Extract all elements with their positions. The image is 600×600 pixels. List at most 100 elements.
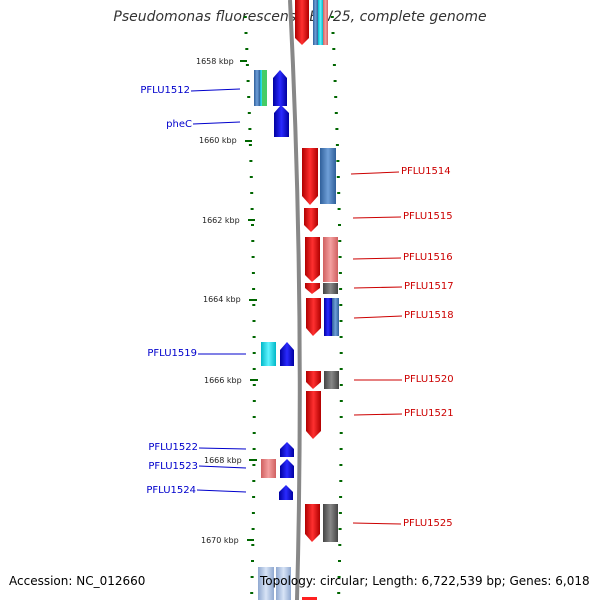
minor-tick (339, 448, 343, 450)
gene-label-PFLU1520[interactable]: PFLU1520 (404, 374, 454, 385)
gene-label-pheC[interactable]: pheC (166, 119, 192, 130)
gene-PFLU1524[interactable] (279, 485, 293, 500)
minor-tick (339, 400, 343, 402)
gene-label-PFLU1521[interactable]: PFLU1521 (404, 408, 454, 419)
leader-line (350, 171, 400, 175)
gene-PFLU1525[interactable] (305, 504, 338, 542)
gene-label-PFLU1514[interactable]: PFLU1514 (401, 166, 451, 177)
gene-label-PFLU1523[interactable]: PFLU1523 (148, 461, 198, 472)
right-tick-marks (330, 16, 343, 594)
gene-arrow (306, 391, 321, 439)
minor-tick (338, 256, 342, 258)
minor-tick (339, 496, 343, 498)
minor-tick (339, 304, 343, 306)
gene-arrow (306, 298, 321, 336)
minor-tick (252, 384, 256, 386)
minor-tick (251, 544, 255, 546)
gene-PFLU1517[interactable] (305, 283, 338, 294)
gene-PFLU1516[interactable] (305, 237, 338, 282)
minor-tick (252, 368, 256, 370)
minor-tick (337, 592, 341, 594)
minor-tick (336, 160, 340, 162)
minor-tick (339, 352, 343, 354)
gene-PFLU1522[interactable] (280, 442, 294, 457)
leader-line (352, 216, 402, 219)
axis-tick-1658: 1658 kbp (196, 57, 234, 66)
gene-block (254, 70, 260, 106)
leader-line (196, 489, 247, 493)
gene-arrow (280, 342, 294, 366)
leader-line (353, 286, 403, 289)
leader-line (198, 447, 247, 450)
minor-tick (339, 384, 343, 386)
gene-arrow (305, 504, 320, 542)
gene-label-PFLU1512[interactable]: PFLU1512 (140, 85, 190, 96)
gene-label-PFLU1519[interactable]: PFLU1519 (147, 348, 197, 359)
minor-tick (246, 80, 250, 82)
minor-tick (332, 48, 336, 50)
minor-tick (334, 112, 338, 114)
gene-block (323, 237, 338, 282)
minor-tick (251, 512, 255, 514)
gene-PFLU1519[interactable] (261, 342, 294, 366)
minor-tick (250, 576, 254, 578)
gene-PFLU1521[interactable] (306, 391, 321, 439)
minor-tick (338, 528, 342, 530)
minor-tick (251, 528, 255, 530)
topology-text: Topology: circular; Length: 6,722,539 bp… (260, 574, 590, 588)
minor-tick (252, 416, 256, 418)
gene-PFLU1512[interactable] (254, 70, 287, 106)
gene-label-PFLU1524[interactable]: PFLU1524 (146, 485, 196, 496)
gene-block-bottom (258, 567, 317, 600)
minor-tick (339, 432, 343, 434)
minor-tick (252, 400, 256, 402)
gene-arrow (295, 0, 309, 45)
minor-tick (336, 176, 340, 178)
gene-arrow (280, 459, 294, 478)
gene-label-PFLU1522[interactable]: PFLU1522 (148, 442, 198, 453)
gene-PFLU1518[interactable] (306, 298, 339, 336)
gene-arrow (302, 148, 318, 205)
gene-PFLU1520[interactable] (306, 371, 339, 389)
gene-block (258, 567, 274, 600)
minor-tick (251, 256, 255, 258)
minor-tick (337, 208, 341, 210)
genome-backbone (288, 0, 302, 600)
leader-line (198, 465, 247, 469)
minor-tick (251, 240, 255, 242)
axis-tick-1660: 1660 kbp (199, 136, 237, 145)
gene-label-PFLU1517[interactable]: PFLU1517 (404, 281, 454, 292)
minor-tick (330, 16, 334, 18)
leader-line (352, 257, 402, 260)
gene-block (324, 371, 339, 389)
minor-tick (245, 48, 249, 50)
minor-tick (251, 272, 255, 274)
minor-tick (243, 16, 247, 18)
gene-PFLU1514[interactable] (302, 148, 336, 205)
gene-arrow (305, 283, 320, 294)
gene-arrow (274, 105, 289, 137)
gene-pheC[interactable] (274, 105, 289, 137)
minor-tick (252, 464, 256, 466)
minor-tick (338, 240, 342, 242)
minor-tick (338, 544, 342, 546)
gene-label-PFLU1515[interactable]: PFLU1515 (403, 211, 453, 222)
minor-tick (337, 192, 341, 194)
leader-line (190, 88, 241, 92)
minor-tick (338, 224, 341, 226)
minor-tick (252, 432, 256, 434)
minor-tick (339, 336, 343, 338)
gene-label-PFLU1516[interactable]: PFLU1516 (403, 252, 453, 263)
minor-tick (252, 448, 256, 450)
gene-PFLU1523[interactable] (261, 459, 294, 478)
leader-line (353, 413, 403, 416)
minor-tick (247, 96, 251, 98)
minor-tick (250, 208, 254, 210)
minor-tick (251, 224, 254, 226)
minor-tick (249, 160, 253, 162)
axis-tick-1664: 1664 kbp (203, 295, 241, 304)
gene-block (324, 298, 332, 336)
gene-PFLU1515[interactable] (304, 208, 318, 232)
gene-label-PFLU1518[interactable]: PFLU1518 (404, 310, 454, 321)
gene-label-PFLU1525[interactable]: PFLU1525 (403, 518, 453, 529)
